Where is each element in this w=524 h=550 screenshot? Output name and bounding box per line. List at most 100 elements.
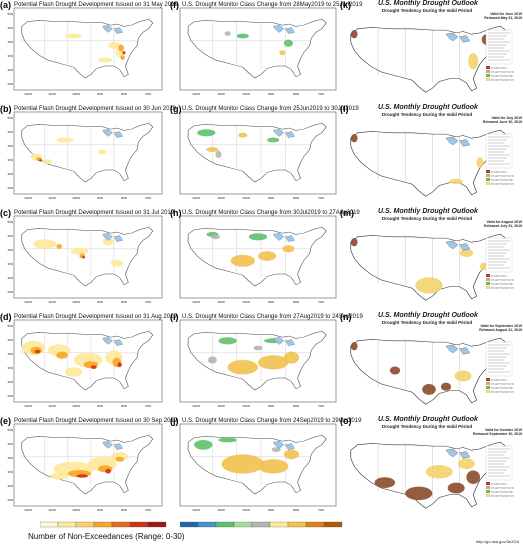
svg-text:50N: 50N (7, 428, 13, 432)
svg-text:70W: 70W (145, 300, 151, 304)
panel-title: Potential Flash Drought Development Issu… (14, 106, 177, 112)
svg-text:80W: 80W (121, 508, 127, 512)
svg-text:Drought removal likely: Drought removal likely (491, 283, 514, 286)
outlook-title: U.S. Monthly Drought Outlook (378, 208, 478, 215)
panel-label: (l) (340, 104, 349, 114)
svg-text:100W: 100W (72, 508, 80, 512)
outlook-subtitle: Drought Tendency During the Valid Period (382, 424, 473, 429)
outlook-subtitle: Drought Tendency During the Valid Period (382, 8, 473, 13)
source-url: http://go.usa.gov/3eZGd (476, 539, 519, 544)
drought-outlook-map-o: (o) U.S. Monthly Drought Outlook Drought… (340, 416, 524, 520)
svg-text:80W: 80W (121, 196, 127, 200)
panel-label: (h) (170, 208, 182, 218)
svg-text:100W: 100W (72, 404, 80, 408)
svg-text:120W: 120W (24, 404, 32, 408)
svg-text:40N: 40N (7, 40, 13, 44)
svg-text:45N: 45N (7, 338, 13, 342)
svg-text:120W: 120W (192, 404, 200, 408)
panel-label: (a) (0, 0, 11, 10)
svg-text:35N: 35N (7, 158, 13, 162)
svg-text:70W: 70W (318, 196, 324, 200)
svg-text:25N: 25N (7, 394, 13, 398)
svg-text:Drought development likely: Drought development likely (491, 391, 514, 394)
svg-text:120W: 120W (24, 300, 32, 304)
svg-text:Drought remains but improves: Drought remains but improves (491, 487, 514, 490)
usdm-change-map-j: (j) U.S. Drought Monitor Class Change fr… (170, 416, 361, 514)
left-colorbar-bin (129, 521, 149, 528)
drought-outlook-map-n: (n) U.S. Monthly Drought Outlook Drought… (340, 312, 524, 416)
valid-period: Valid for August 2019 Released July 31, 2… (484, 220, 522, 228)
svg-text:110W: 110W (217, 404, 225, 408)
outlook-title: U.S. Monthly Drought Outlook (378, 104, 478, 111)
panel-label: (g) (170, 104, 182, 114)
middle-colorbar-bin (197, 521, 217, 528)
svg-text:80W: 80W (293, 196, 299, 200)
valid-period: Valid for September 2019 Released August … (479, 324, 522, 332)
svg-text:90W: 90W (97, 300, 103, 304)
middle-colorbar-bin (305, 521, 325, 528)
svg-text:100W: 100W (72, 92, 80, 96)
panel-title: Potential Flash Drought Development Issu… (14, 418, 178, 424)
svg-text:40N: 40N (7, 456, 13, 460)
panel-label: (m) (340, 208, 354, 218)
svg-text:30N: 30N (7, 380, 13, 384)
panel-label: (o) (340, 416, 352, 426)
usdm-change-map-i: (i) U.S. Drought Monitor Class Change fr… (170, 312, 363, 410)
svg-text:30N: 30N (7, 172, 13, 176)
panel-title: U.S. Drought Monitor Class Change from 2… (182, 106, 359, 112)
svg-text:50N: 50N (7, 220, 13, 224)
panel-label: (j) (170, 416, 179, 426)
svg-text:40N: 40N (7, 144, 13, 148)
svg-text:70W: 70W (145, 508, 151, 512)
svg-text:70W: 70W (318, 508, 324, 512)
svg-text:Drought persists: Drought persists (491, 67, 508, 70)
svg-text:Drought remains but improves: Drought remains but improves (491, 175, 514, 178)
panel-label: (b) (0, 104, 12, 114)
svg-text:110W: 110W (217, 508, 225, 512)
panel-title: Potential Flash Drought Development Issu… (14, 314, 177, 320)
left-colorbar-bin (57, 521, 77, 528)
svg-text:100W: 100W (242, 196, 250, 200)
svg-text:110W: 110W (48, 196, 56, 200)
svg-text:Drought remains but improves: Drought remains but improves (491, 383, 514, 386)
svg-text:Drought removal likely: Drought removal likely (491, 75, 514, 78)
svg-text:35N: 35N (7, 262, 13, 266)
svg-text:90W: 90W (97, 404, 103, 408)
outlook-title: U.S. Monthly Drought Outlook (378, 312, 478, 319)
middle-colorbar-bin (269, 521, 289, 528)
drought-outlook-map-m: (m) U.S. Monthly Drought Outlook Drought… (340, 208, 524, 312)
left-colorbar-bin (111, 521, 131, 528)
svg-text:110W: 110W (48, 508, 56, 512)
svg-text:110W: 110W (48, 404, 56, 408)
svg-text:Drought development likely: Drought development likely (491, 495, 514, 498)
svg-text:Drought development likely: Drought development likely (491, 183, 514, 186)
middle-colorbar-bin (180, 521, 199, 528)
svg-text:70W: 70W (145, 92, 151, 96)
svg-text:80W: 80W (121, 300, 127, 304)
svg-text:70W: 70W (318, 92, 324, 96)
svg-text:30N: 30N (7, 68, 13, 72)
svg-text:Drought remains but improves: Drought remains but improves (491, 279, 514, 282)
usdm-change-map-h: (h) U.S. Drought Monitor Class Change fr… (170, 208, 360, 306)
left-legend-title: Number of Non-Exceedances (Range: 0-30) (28, 532, 185, 541)
svg-text:80W: 80W (293, 300, 299, 304)
svg-text:90W: 90W (268, 404, 274, 408)
svg-text:120W: 120W (192, 196, 200, 200)
svg-text:90W: 90W (97, 508, 103, 512)
panel-label: (e) (0, 416, 11, 426)
flash-drought-map-d: (d) Potential Flash Drought Development … (0, 312, 177, 410)
svg-text:100W: 100W (242, 92, 250, 96)
svg-text:Drought persists: Drought persists (491, 171, 508, 174)
svg-text:120W: 120W (192, 508, 200, 512)
panel-label: (f) (170, 0, 179, 10)
left-colorbar (40, 521, 167, 528)
outlook-title: U.S. Monthly Drought Outlook (378, 416, 478, 423)
svg-text:Drought persists: Drought persists (491, 483, 508, 486)
svg-text:100W: 100W (72, 196, 80, 200)
svg-text:50N: 50N (7, 12, 13, 16)
flash-drought-map-e: (e) Potential Flash Drought Development … (0, 416, 177, 514)
left-colorbar-bin (75, 521, 95, 528)
svg-text:100W: 100W (242, 404, 250, 408)
panel-label: (k) (340, 0, 351, 10)
svg-text:Drought remains but improves: Drought remains but improves (491, 71, 514, 74)
